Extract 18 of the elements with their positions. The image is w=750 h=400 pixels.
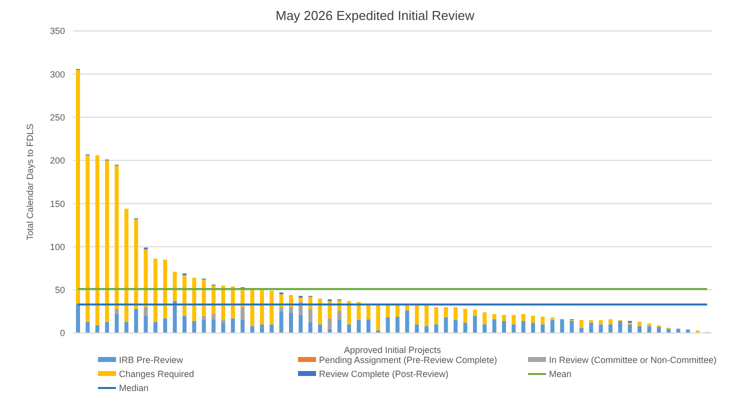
legend-label: Changes Required bbox=[119, 369, 194, 379]
y-tick-label: 150 bbox=[50, 198, 65, 209]
y-tick-label: 200 bbox=[50, 156, 65, 166]
x-axis-title: Approved Initial Projects bbox=[344, 345, 442, 355]
legend-label: Review Complete (Post-Review) bbox=[319, 369, 449, 379]
legend-label: IRB Pre-Review bbox=[119, 355, 184, 365]
y-axis-title: Total Calendar Days to FDLS bbox=[25, 124, 36, 240]
y-tick-label: 100 bbox=[50, 242, 65, 252]
legend-label: Mean bbox=[549, 369, 572, 379]
y-tick-label: 0 bbox=[60, 328, 65, 338]
y-tick-label: 300 bbox=[50, 69, 65, 80]
legend-label: In Review (Committee or Non-Committee) bbox=[549, 355, 717, 365]
legend-label: Pending Assignment (Pre-Review Complete) bbox=[319, 355, 498, 365]
legend-label: Median bbox=[119, 383, 149, 393]
chart-title: May 2026 Expedited Initial Review bbox=[274, 8, 476, 23]
y-tick-label: 50 bbox=[54, 285, 65, 296]
y-tick-label: 250 bbox=[50, 112, 65, 122]
y-tick-label: 350 bbox=[50, 26, 65, 36]
